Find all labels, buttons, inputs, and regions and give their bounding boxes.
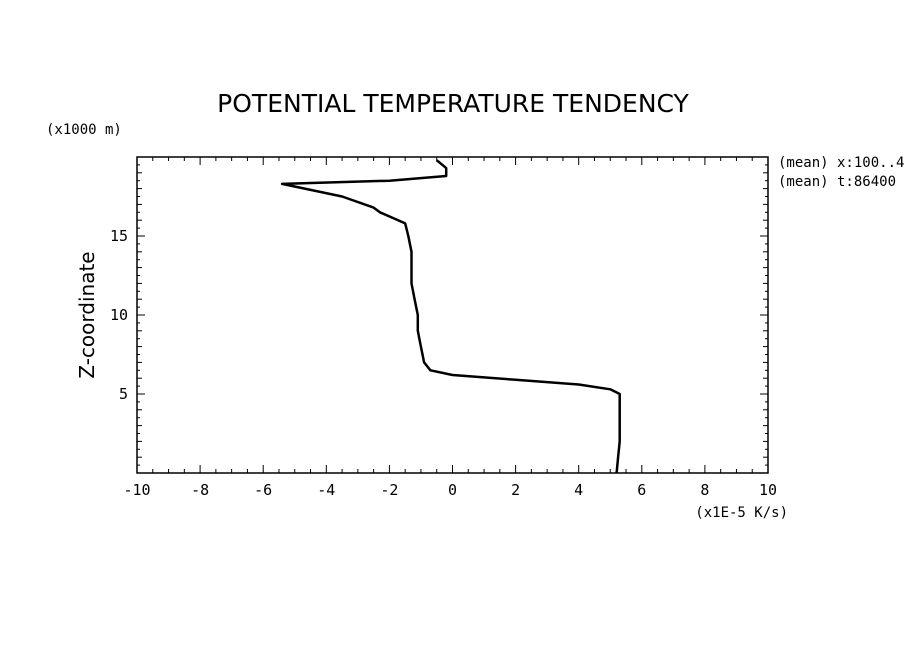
x-tick-labels: -10 -8 -6 -4 -2 0 2 4 6 8 10: [123, 481, 777, 499]
x-tick-label: 6: [637, 481, 646, 499]
annotation-2: (mean) t:86400: [778, 174, 896, 190]
x-tick-label: 10: [759, 481, 777, 499]
plot-frame: [136, 156, 769, 474]
y-tick-label: 15: [110, 227, 128, 245]
x-axis-label: (x1E-5 K/s): [695, 505, 788, 521]
chart-title: POTENTIAL TEMPERATURE TENDENCY: [217, 89, 689, 118]
x-tick-label: -6: [254, 481, 272, 499]
x-ticks: [136, 157, 769, 473]
x-tick-label: 8: [700, 481, 709, 499]
y-axis-label: Z-coordinate: [75, 251, 99, 378]
x-tick-label: 2: [511, 481, 520, 499]
y-ticks: [137, 164, 768, 466]
x-tick-label: -10: [123, 481, 150, 499]
annotation-1: (mean) x:100..4: [778, 155, 904, 171]
y-tick-label: 10: [110, 306, 128, 324]
x-tick-label: -2: [380, 481, 398, 499]
series-line: [280, 159, 621, 474]
x-tick-label: -4: [317, 481, 335, 499]
y-unit-label: (x1000 m): [46, 122, 122, 138]
x-tick-label: 4: [574, 481, 583, 499]
y-tick-label: 5: [119, 385, 128, 403]
x-tick-label: 0: [448, 481, 457, 499]
series-layer: [280, 159, 621, 474]
y-tick-labels: 5 10 15: [110, 227, 128, 403]
x-tick-label: -8: [191, 481, 209, 499]
